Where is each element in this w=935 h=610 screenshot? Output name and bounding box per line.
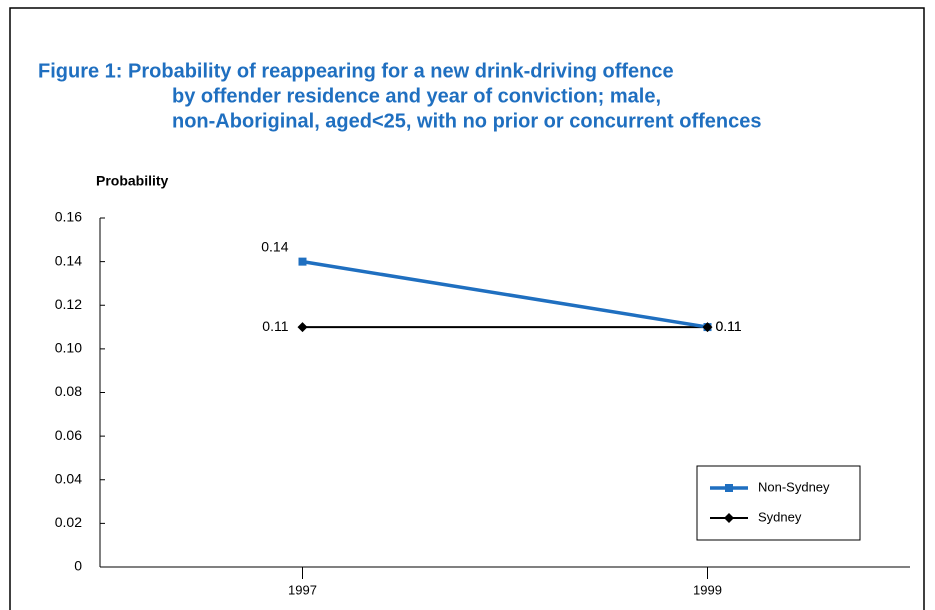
y-tick-label: 0.08 xyxy=(55,383,82,399)
point xyxy=(298,257,307,266)
series-line xyxy=(302,259,708,329)
point xyxy=(724,513,734,523)
y-tick-label: 0.06 xyxy=(55,427,82,443)
legend-label: Sydney xyxy=(758,509,802,524)
data-label: 0.11 xyxy=(262,318,288,334)
chart-title: non-Aboriginal, aged<25, with no prior o… xyxy=(172,110,762,132)
y-tick-label: 0.04 xyxy=(55,470,82,486)
y-tick-label: 0.12 xyxy=(55,296,82,312)
x-tick-label: 1999 xyxy=(693,582,722,597)
chart-title: by offender residence and year of convic… xyxy=(172,85,661,107)
y-tick-label: 0.14 xyxy=(55,252,82,268)
chart-frame xyxy=(9,7,925,610)
legend-label: Non-Sydney xyxy=(758,479,830,494)
legend-box xyxy=(696,465,861,541)
y-tick-label: 0.10 xyxy=(55,340,82,356)
data-label: 0.11 xyxy=(716,318,742,334)
y-tick-label: 0.16 xyxy=(55,209,82,225)
x-tick-label: 1997 xyxy=(288,582,317,597)
y-axis-label: Probability xyxy=(96,173,169,189)
chart-title: Figure 1: Probability of reappearing for… xyxy=(38,60,674,82)
point xyxy=(702,322,713,333)
point xyxy=(297,322,308,333)
y-tick-label: 0 xyxy=(74,558,82,574)
y-tick-label: 0.02 xyxy=(55,514,82,530)
point xyxy=(725,484,733,492)
data-label: 0.14 xyxy=(261,238,288,254)
data-label: 0.11 xyxy=(716,318,742,334)
